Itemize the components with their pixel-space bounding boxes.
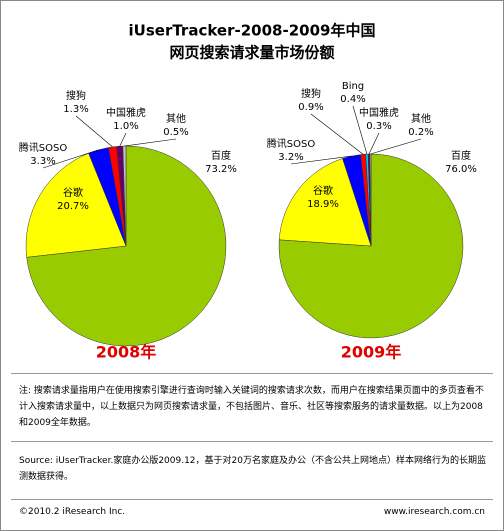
value-label: 3.2% <box>278 152 303 163</box>
leader-line <box>42 149 99 169</box>
pie-slice <box>25 152 127 258</box>
leader-line <box>352 105 368 155</box>
value-label: 76.0% <box>445 164 477 175</box>
value-label: 3.3% <box>30 156 55 167</box>
pie-title: 2008年 <box>96 343 157 362</box>
slice-label: 中国雅虎 <box>359 106 399 119</box>
value-label: 0.2% <box>408 127 433 138</box>
slice-label: 中国雅虎 <box>106 106 146 119</box>
copyright: ©2010.2 iResearch Inc. <box>19 507 126 517</box>
leader-line <box>75 115 113 148</box>
pie-slice <box>278 153 464 339</box>
value-label: 1.0% <box>113 121 138 132</box>
leader-line <box>119 132 127 147</box>
note: 注: 搜索请求量指用户在使用搜索引擎进行查询时输入关键词的搜索请求次数，而用户在… <box>19 386 484 428</box>
pie-slice <box>278 158 372 247</box>
slice-label: 搜狗 <box>301 87 321 100</box>
slice-label: 百度 <box>211 149 231 162</box>
value-label: 0.4% <box>340 94 365 105</box>
source: Source: iUserTracker.家庭办公版2009.12，基于对20万… <box>19 456 486 482</box>
url: www.iresearch.com.cn <box>383 507 485 517</box>
slice-label: 百度 <box>451 149 471 162</box>
chart: iUserTracker-2008-2009年中国 网页搜索请求量市场份额 20… <box>19 22 477 362</box>
title-line: 网页搜索请求量市场份额 <box>169 44 334 62</box>
value-label: 20.7% <box>57 201 89 212</box>
pie-title: 2009年 <box>341 343 402 362</box>
leader-line <box>124 138 177 147</box>
slice-label: 谷歌 <box>63 186 83 199</box>
value-label: 0.9% <box>298 102 323 113</box>
slice-label: Bing <box>342 81 364 92</box>
slice-label: 腾讯SOSO <box>267 137 316 150</box>
divider <box>11 441 493 442</box>
divider <box>11 499 493 500</box>
leader-line <box>368 132 380 155</box>
slice-label: 谷歌 <box>313 184 333 197</box>
value-label: 73.2% <box>205 164 237 175</box>
slice-label: 搜狗 <box>66 89 86 102</box>
slice-label: 其他 <box>411 112 431 125</box>
leader-line <box>290 155 352 165</box>
value-label: 18.9% <box>307 199 339 210</box>
slice-label: 其他 <box>166 112 186 125</box>
slice-label: 腾讯SOSO <box>19 141 68 154</box>
leader-line <box>370 138 422 155</box>
value-label: 0.5% <box>163 127 188 138</box>
pie-slice <box>26 145 227 347</box>
value-label: 0.3% <box>366 121 391 132</box>
title-line: iUserTracker-2008-2009年中国 <box>129 22 376 40</box>
divider <box>11 373 493 374</box>
value-label: 1.3% <box>63 104 88 115</box>
leader-line <box>310 113 364 155</box>
